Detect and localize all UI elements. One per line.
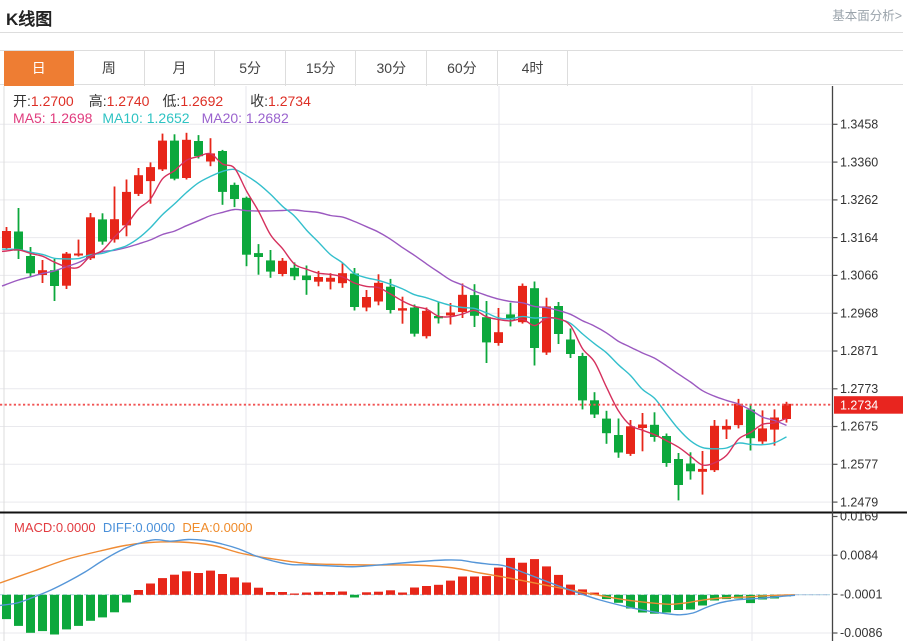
- svg-text:1.3066: 1.3066: [840, 269, 878, 283]
- svg-text:1.2968: 1.2968: [840, 306, 878, 320]
- svg-text:0.0169: 0.0169: [840, 510, 878, 524]
- svg-text:1.2675: 1.2675: [840, 420, 878, 434]
- svg-text:1.3164: 1.3164: [840, 231, 878, 245]
- svg-text:1.3360: 1.3360: [840, 155, 878, 169]
- svg-text:1.2734: 1.2734: [840, 398, 878, 412]
- svg-text:0.0084: 0.0084: [840, 548, 878, 562]
- svg-text:1.3458: 1.3458: [840, 118, 878, 132]
- svg-text:1.2479: 1.2479: [840, 495, 878, 509]
- svg-text:-0.0001: -0.0001: [840, 588, 882, 602]
- svg-text:1.2773: 1.2773: [840, 382, 878, 396]
- svg-text:1.2871: 1.2871: [840, 344, 878, 358]
- svg-text:1.3262: 1.3262: [840, 193, 878, 207]
- svg-text:-0.0086: -0.0086: [840, 626, 882, 640]
- svg-text:1.2577: 1.2577: [840, 458, 878, 472]
